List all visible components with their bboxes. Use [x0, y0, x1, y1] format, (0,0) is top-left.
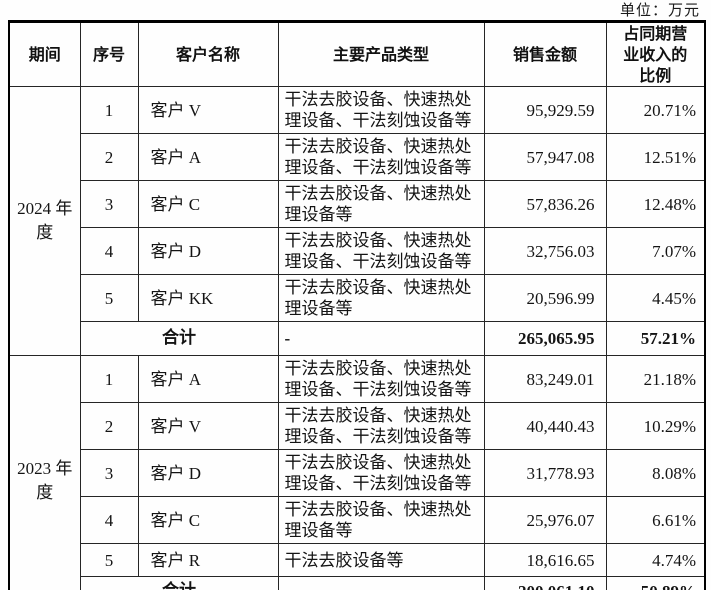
col-header-customer: 客户名称 — [137, 21, 279, 87]
index-cell: 2 — [79, 402, 139, 450]
amount-cell: 32,756.03 — [483, 227, 607, 275]
customer-cell: 客户 V — [137, 86, 279, 134]
product-cell: 干法去胶设备、快速热处理设备、干法刻蚀设备等 — [277, 355, 485, 403]
total-ratio-cell: 57.21% — [605, 321, 706, 356]
index-cell: 1 — [79, 355, 139, 403]
total-amount-cell: 265,065.95 — [483, 321, 607, 356]
col-header-index: 序号 — [79, 21, 139, 87]
col-header-ratio: 占同期营业收入的比例 — [605, 21, 706, 87]
ratio-cell: 7.07% — [605, 227, 706, 275]
customer-cell: 客户 KK — [137, 274, 279, 322]
product-cell: 干法去胶设备、快速热处理设备等 — [277, 274, 485, 322]
product-cell: 干法去胶设备、快速热处理设备等 — [277, 496, 485, 544]
customer-cell: 客户 R — [137, 543, 279, 577]
table-row: 5 客户 R 干法去胶设备等 18,616.65 4.74% — [9, 543, 706, 577]
table-row: 3 客户 C 干法去胶设备、快速热处理设备等 57,836.26 12.48% — [9, 180, 706, 228]
amount-cell: 31,778.93 — [483, 449, 607, 497]
product-cell: 干法去胶设备、快速热处理设备、干法刻蚀设备等 — [277, 86, 485, 134]
index-cell: 3 — [79, 180, 139, 228]
top-customers-table: 期间 序号 客户名称 主要产品类型 销售金额 占同期营业收入的比例 2024 年… — [8, 20, 706, 590]
index-cell: 2 — [79, 133, 139, 181]
table-row: 2 客户 V 干法去胶设备、快速热处理设备、干法刻蚀设备等 40,440.43 … — [9, 402, 706, 450]
total-row-2024: 合计 - 265,065.95 57.21% — [9, 321, 706, 356]
col-header-ratio-text: 占同期营业收入的比例 — [623, 24, 688, 85]
table-row: 2023 年度 1 客户 A 干法去胶设备、快速热处理设备、干法刻蚀设备等 83… — [8, 355, 706, 590]
ratio-cell: 12.48% — [605, 180, 706, 228]
customer-cell: 客户 A — [137, 133, 279, 181]
amount-cell: 83,249.01 — [483, 355, 607, 403]
index-cell: 3 — [79, 449, 139, 497]
total-label: 合计 — [79, 576, 279, 590]
index-cell: 5 — [79, 274, 139, 322]
customer-cell: 客户 C — [137, 496, 279, 544]
unit-label: 单位：万元 — [619, 1, 700, 19]
amount-cell: 57,836.26 — [483, 180, 607, 228]
ratio-cell: 20.71% — [605, 86, 706, 134]
col-header-period: 期间 — [8, 21, 81, 87]
period-cell-2023: 2023 年度 — [8, 355, 81, 590]
total-label: 合计 — [79, 321, 279, 356]
amount-cell: 18,616.65 — [483, 543, 607, 577]
customer-cell: 客户 C — [137, 180, 279, 228]
ratio-cell: 4.45% — [605, 274, 706, 322]
customer-cell: 客户 D — [137, 449, 279, 497]
ratio-cell: 21.18% — [605, 355, 706, 403]
product-cell: 干法去胶设备、快速热处理设备、干法刻蚀设备等 — [277, 133, 485, 181]
customer-cell: 客户 V — [137, 402, 279, 450]
ratio-cell: 8.08% — [605, 449, 706, 497]
product-cell: 干法去胶设备、快速热处理设备、干法刻蚀设备等 — [277, 402, 485, 450]
amount-cell: 95,929.59 — [483, 86, 607, 134]
col-header-amount: 销售金额 — [483, 21, 607, 87]
customer-cell: 客户 A — [137, 355, 279, 403]
total-product-cell: - — [277, 576, 485, 590]
product-cell: 干法去胶设备等 — [277, 543, 485, 577]
total-ratio-cell: 50.89% — [605, 576, 706, 590]
ratio-cell: 10.29% — [605, 402, 706, 450]
total-amount-cell: 200,061.10 — [483, 576, 607, 590]
ratio-cell: 12.51% — [605, 133, 706, 181]
table-row: 4 客户 C 干法去胶设备、快速热处理设备等 25,976.07 6.61% — [9, 496, 706, 544]
header-row: 期间 序号 客户名称 主要产品类型 销售金额 占同期营业收入的比例 — [8, 21, 706, 87]
product-cell: 干法去胶设备、快速热处理设备等 — [277, 180, 485, 228]
index-cell: 1 — [79, 86, 139, 134]
customer-cell: 客户 D — [137, 227, 279, 275]
index-cell: 5 — [79, 543, 139, 577]
table-row: 2 客户 A 干法去胶设备、快速热处理设备、干法刻蚀设备等 57,947.08 … — [9, 133, 706, 181]
col-header-product: 主要产品类型 — [277, 21, 485, 87]
period-cell-2024: 2024 年度 — [8, 86, 81, 356]
product-cell: 干法去胶设备、快速热处理设备、干法刻蚀设备等 — [277, 227, 485, 275]
total-row-2023: 合计 - 200,061.10 50.89% — [9, 576, 706, 590]
amount-cell: 40,440.43 — [483, 402, 607, 450]
total-product-cell: - — [277, 321, 485, 356]
table-row: 5 客户 KK 干法去胶设备、快速热处理设备等 20,596.99 4.45% — [9, 274, 706, 322]
table-row: 2024 年度 1 客户 V 干法去胶设备、快速热处理设备、干法刻蚀设备等 95… — [8, 86, 706, 356]
index-cell: 4 — [79, 227, 139, 275]
product-cell: 干法去胶设备、快速热处理设备、干法刻蚀设备等 — [277, 449, 485, 497]
table-row: 4 客户 D 干法去胶设备、快速热处理设备、干法刻蚀设备等 32,756.03 … — [9, 227, 706, 275]
index-cell: 4 — [79, 496, 139, 544]
amount-cell: 57,947.08 — [483, 133, 607, 181]
ratio-cell: 4.74% — [605, 543, 706, 577]
table-row: 3 客户 D 干法去胶设备、快速热处理设备、干法刻蚀设备等 31,778.93 … — [9, 449, 706, 497]
amount-cell: 25,976.07 — [483, 496, 607, 544]
amount-cell: 20,596.99 — [483, 274, 607, 322]
ratio-cell: 6.61% — [605, 496, 706, 544]
